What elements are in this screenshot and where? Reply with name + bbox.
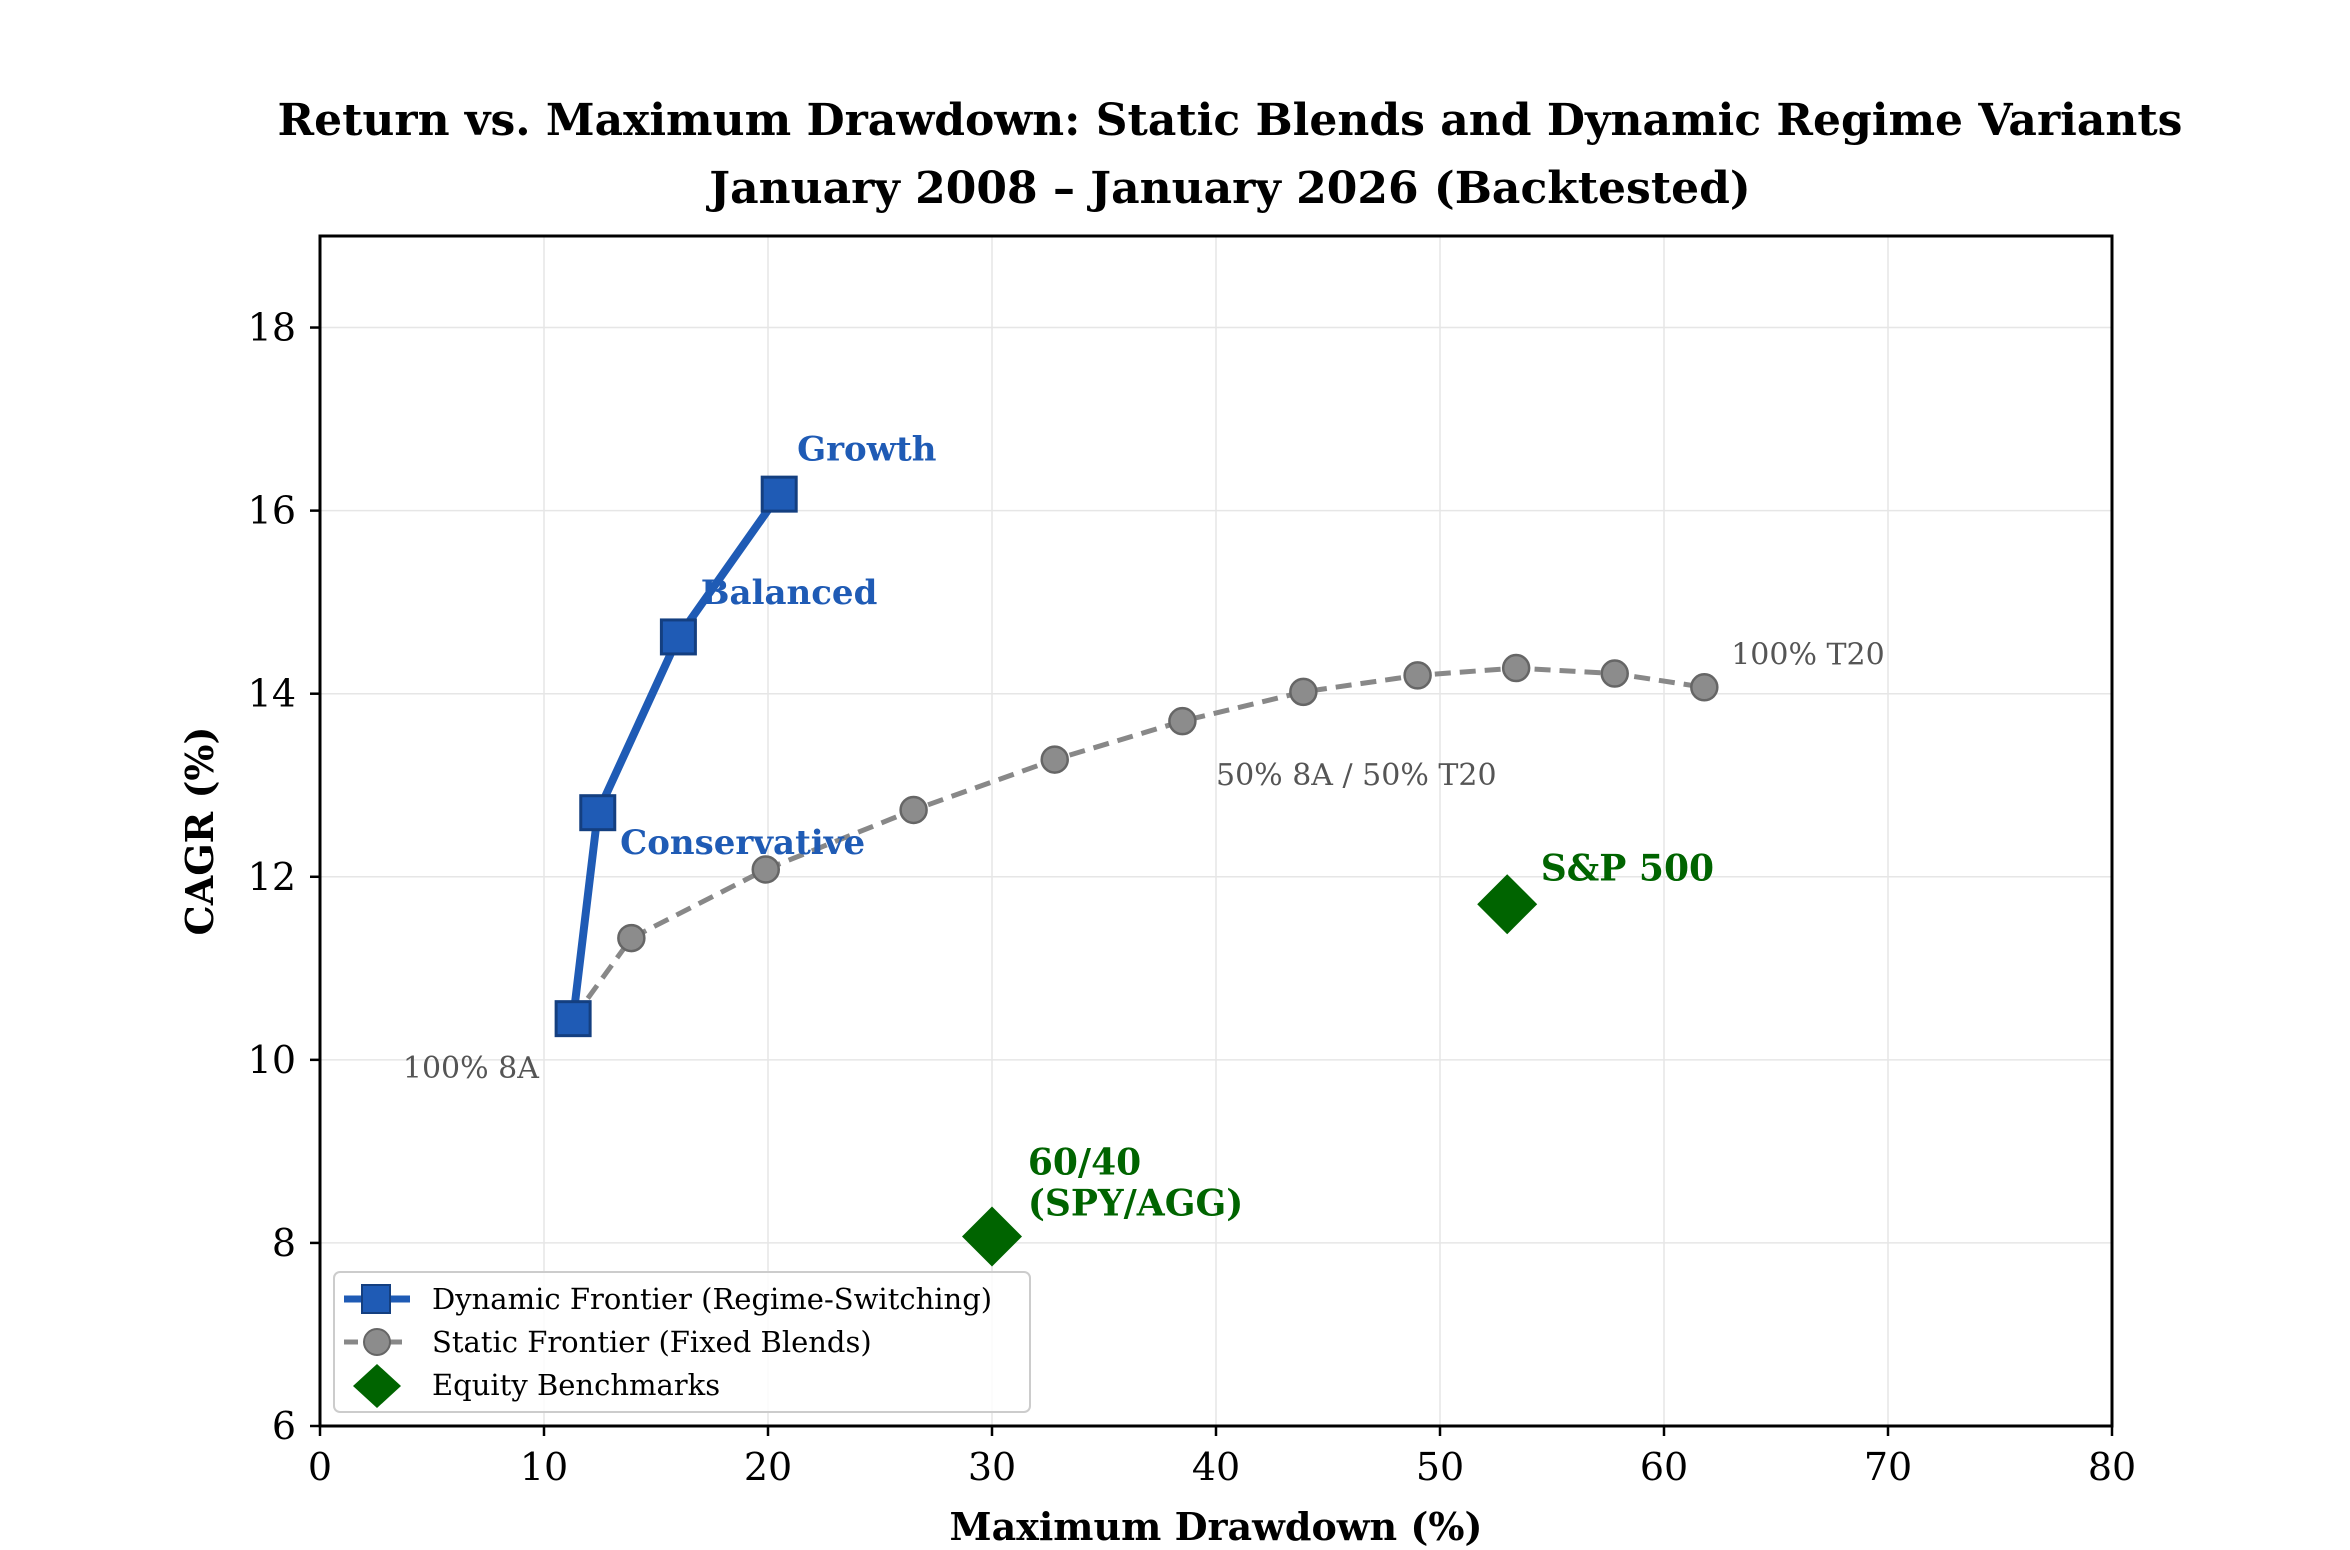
legend-entry-dynamic: Dynamic Frontier (Regime-Switching) (344, 1282, 992, 1316)
static-frontier-point (1168, 706, 1197, 736)
static-frontier-point (1690, 673, 1719, 702)
annotation-dynamic: Balanced (701, 573, 878, 613)
x-tick-label: 40 (1192, 1445, 1240, 1489)
static-frontier-point (751, 855, 781, 884)
dynamic-frontier-point (659, 618, 697, 656)
axis-ticks: 0 10 20 30 40 50 60 70 80 6 8 10 12 14 16 18 (248, 306, 2137, 1489)
static-frontier-point (617, 923, 646, 953)
annotations: Growth Balanced Conservative S&P 500 60/40(S… (403, 429, 1885, 1224)
annotation-static: 50% 8A / 50% T20 (1216, 758, 1497, 793)
x-tick-label: 0 (308, 1445, 332, 1489)
x-tick-label: 50 (1416, 1445, 1464, 1489)
x-tick-label: 10 (520, 1445, 568, 1489)
chart-subtitle: January 2008 – January 2026 (Backtested) (705, 163, 1750, 214)
static-frontier-point (899, 795, 928, 825)
benchmark-point (1477, 874, 1538, 935)
legend-label-dynamic: Dynamic Frontier (Regime-Switching) (432, 1282, 992, 1316)
x-tick-label: 60 (1640, 1445, 1688, 1489)
annotation-benchmark: (SPY/AGG) (1028, 1182, 1243, 1224)
y-tick-label: 18 (248, 306, 296, 350)
annotation-benchmark: S&P 500 (1541, 847, 1714, 889)
legend-entry-benchmark: Equity Benchmarks (353, 1364, 720, 1408)
static-frontier-point (1040, 745, 1069, 774)
y-tick-label: 12 (248, 855, 296, 899)
y-tick-label: 6 (272, 1404, 296, 1448)
annotation-dynamic: Conservative (620, 823, 865, 863)
dynamic-frontier-point (579, 794, 617, 832)
annotation-static: 100% T20 (1731, 637, 1885, 672)
dynamic-frontier-line (569, 491, 783, 1020)
static-frontier-point (1403, 661, 1432, 690)
static-frontier-point (1600, 659, 1629, 688)
plot-series (554, 475, 1719, 1267)
legend-swatch-square (361, 1284, 391, 1314)
y-tick-label: 16 (248, 489, 296, 533)
dynamic-frontier-point (554, 1000, 592, 1038)
y-tick-label: 10 (248, 1038, 296, 1082)
benchmark-point (962, 1206, 1022, 1267)
dynamic-frontier-point (760, 475, 798, 513)
legend: Dynamic Frontier (Regime-Switching) Stat… (333, 1271, 1031, 1413)
legend-label-benchmark: Equity Benchmarks (432, 1368, 720, 1402)
annotation-dynamic: Growth (797, 429, 936, 469)
x-tick-label: 70 (1864, 1445, 1912, 1489)
x-axis-label: Maximum Drawdown (%) (950, 1504, 1483, 1549)
annotation-benchmark: 60/40 (1028, 1141, 1141, 1183)
legend-entry-static: Static Frontier (Fixed Blends) (344, 1325, 872, 1359)
static-frontier-point (1501, 653, 1531, 683)
grid (319, 236, 2113, 1427)
legend-box (333, 1271, 1031, 1413)
y-axis-label: CAGR (%) (177, 726, 222, 935)
chart-title: Return vs. Maximum Drawdown: Static Blen… (278, 95, 2183, 146)
legend-swatch-circle (363, 1328, 391, 1356)
static-frontier-point (1289, 677, 1318, 707)
legend-label-static: Static Frontier (Fixed Blends) (432, 1325, 872, 1359)
annotation-static: 100% 8A (403, 1051, 539, 1086)
static-frontier-line (571, 665, 1705, 1021)
x-tick-label: 80 (2088, 1445, 2136, 1489)
x-tick-label: 30 (968, 1445, 1016, 1489)
y-tick-label: 14 (248, 672, 296, 716)
x-tick-label: 20 (744, 1445, 792, 1489)
legend-swatch-diamond (353, 1364, 401, 1408)
y-tick-label: 8 (272, 1221, 296, 1265)
